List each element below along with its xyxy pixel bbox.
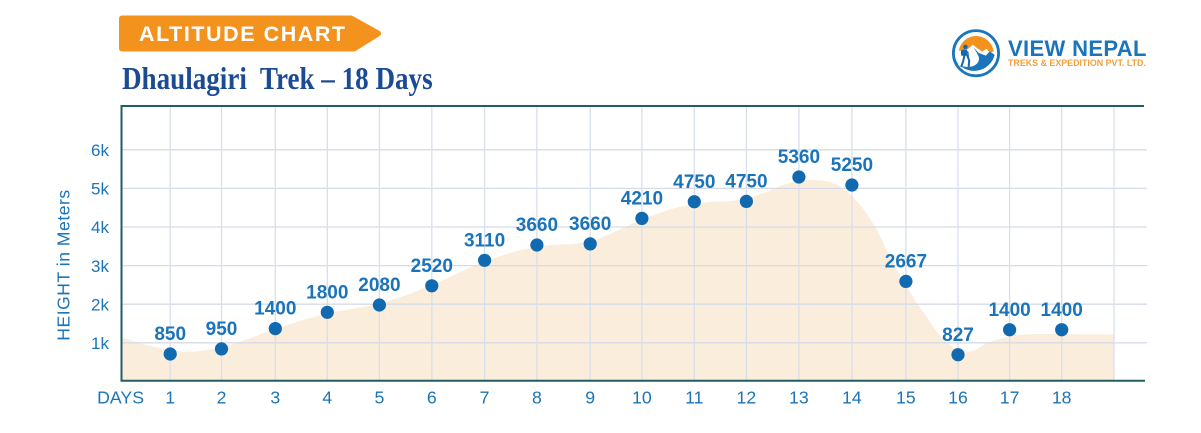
svg-text:3: 3 bbox=[270, 387, 280, 407]
svg-text:DAYS: DAYS bbox=[97, 387, 144, 407]
svg-text:2080: 2080 bbox=[358, 275, 400, 296]
svg-text:1800: 1800 bbox=[306, 282, 348, 303]
svg-text:4750: 4750 bbox=[725, 172, 767, 193]
svg-text:5250: 5250 bbox=[831, 155, 873, 176]
svg-text:3110: 3110 bbox=[464, 230, 505, 251]
svg-text:2: 2 bbox=[217, 387, 227, 407]
svg-text:4k: 4k bbox=[91, 218, 109, 237]
svg-text:14: 14 bbox=[842, 387, 862, 407]
svg-text:5k: 5k bbox=[91, 180, 109, 199]
svg-text:3660: 3660 bbox=[516, 215, 558, 236]
svg-text:HEIGHT in Meters: HEIGHT in Meters bbox=[54, 189, 74, 340]
svg-text:10: 10 bbox=[632, 387, 652, 407]
svg-text:1400: 1400 bbox=[254, 299, 296, 320]
svg-text:4210: 4210 bbox=[621, 189, 663, 210]
svg-text:17: 17 bbox=[1000, 387, 1020, 407]
svg-text:1: 1 bbox=[165, 387, 175, 407]
svg-text:5360: 5360 bbox=[778, 147, 820, 168]
svg-text:12: 12 bbox=[737, 387, 757, 407]
svg-text:18: 18 bbox=[1052, 387, 1072, 407]
svg-text:7: 7 bbox=[480, 387, 490, 407]
svg-text:4: 4 bbox=[322, 387, 332, 407]
svg-text:4750: 4750 bbox=[673, 172, 715, 193]
svg-text:3660: 3660 bbox=[569, 214, 611, 235]
svg-text:16: 16 bbox=[948, 387, 968, 407]
svg-text:1400: 1400 bbox=[988, 300, 1030, 321]
svg-text:ALTITUDE CHART: ALTITUDE CHART bbox=[139, 22, 347, 46]
svg-text:1400: 1400 bbox=[1041, 300, 1083, 321]
svg-text:950: 950 bbox=[206, 319, 238, 340]
svg-text:2k: 2k bbox=[91, 295, 109, 314]
svg-text:6k: 6k bbox=[91, 141, 109, 160]
svg-text:11: 11 bbox=[685, 387, 703, 407]
svg-text:8: 8 bbox=[532, 387, 542, 407]
svg-text:13: 13 bbox=[789, 387, 809, 407]
svg-text:850: 850 bbox=[154, 324, 186, 345]
svg-text:3k: 3k bbox=[91, 257, 109, 276]
svg-text:9: 9 bbox=[585, 387, 595, 407]
svg-text:5: 5 bbox=[374, 387, 384, 407]
svg-text:2520: 2520 bbox=[411, 256, 453, 277]
svg-text:15: 15 bbox=[896, 387, 916, 407]
svg-text:1k: 1k bbox=[91, 334, 109, 353]
svg-text:6: 6 bbox=[427, 387, 437, 407]
svg-text:2667: 2667 bbox=[885, 252, 927, 273]
svg-text:827: 827 bbox=[942, 325, 974, 346]
